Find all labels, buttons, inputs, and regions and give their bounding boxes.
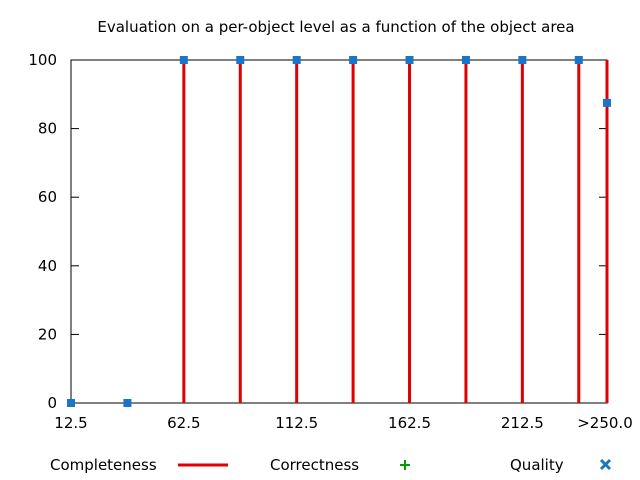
quality-point bbox=[292, 56, 301, 64]
y-axis: 0 20 40 60 80 100 bbox=[28, 51, 607, 412]
quality-point bbox=[67, 399, 75, 407]
quality-point bbox=[179, 56, 188, 64]
quality-point bbox=[461, 56, 470, 64]
quality-point bbox=[123, 399, 132, 407]
x-tick-label: 112.5 bbox=[275, 414, 318, 432]
quality-point bbox=[349, 56, 358, 64]
legend-label-correctness: Correctness bbox=[270, 456, 359, 474]
plot-frame bbox=[70, 59, 608, 404]
y-tick-label: 20 bbox=[38, 325, 57, 343]
y-tick-label: 80 bbox=[38, 120, 57, 138]
legend-swatch-quality-b bbox=[599, 458, 612, 471]
x-axis: 12.5 62.5 112.5 162.5 212.5 >250.0 bbox=[54, 60, 633, 432]
x-tick-label: 12.5 bbox=[54, 414, 87, 432]
y-tick-label: 40 bbox=[38, 257, 57, 275]
y-tick-label: 0 bbox=[47, 394, 57, 412]
quality-point bbox=[236, 56, 245, 64]
quality-point bbox=[574, 56, 583, 64]
x-tick-label: 62.5 bbox=[167, 414, 200, 432]
legend-label-quality: Quality bbox=[510, 456, 564, 474]
y-tick-label: 100 bbox=[28, 51, 57, 69]
chart-title: Evaluation on a per-object level as a fu… bbox=[97, 18, 574, 36]
quality-point bbox=[405, 56, 414, 64]
plot-marks bbox=[67, 56, 611, 407]
quality-point bbox=[603, 98, 611, 107]
quality-point bbox=[518, 56, 527, 64]
legend-label-completeness: Completeness bbox=[50, 456, 157, 474]
x-tick-label: >250.0 bbox=[577, 414, 633, 432]
legend: Completeness Correctness Quality bbox=[50, 456, 612, 474]
y-tick-label: 60 bbox=[38, 188, 57, 206]
x-tick-label: 162.5 bbox=[388, 414, 431, 432]
x-tick-label: 212.5 bbox=[501, 414, 544, 432]
